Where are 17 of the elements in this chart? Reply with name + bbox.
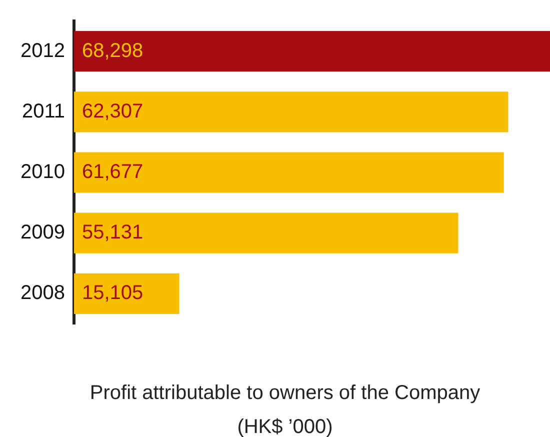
text: Profit attributable to owners of the Company bbox=[88, 381, 482, 406]
data-label: 55,131 bbox=[82, 222, 144, 244]
data-label: 61,677 bbox=[82, 161, 144, 184]
y-tick-label: 2012 bbox=[20, 40, 65, 62]
y-tick-label: 2009 bbox=[20, 222, 65, 244]
bar bbox=[74, 152, 504, 193]
data-label: 68,298 bbox=[82, 40, 144, 62]
bar bbox=[74, 273, 180, 314]
y-tick-label: 2010 bbox=[20, 161, 65, 184]
text: (HK$ ’000) bbox=[236, 415, 334, 437]
y-tick-label: 2011 bbox=[22, 100, 65, 122]
bar bbox=[74, 31, 550, 72]
y-tick-label: 2008 bbox=[20, 282, 65, 304]
data-label: 15,105 bbox=[82, 282, 144, 304]
bar bbox=[74, 92, 508, 132]
bar bbox=[74, 212, 458, 254]
data-label: 62,307 bbox=[82, 100, 144, 122]
